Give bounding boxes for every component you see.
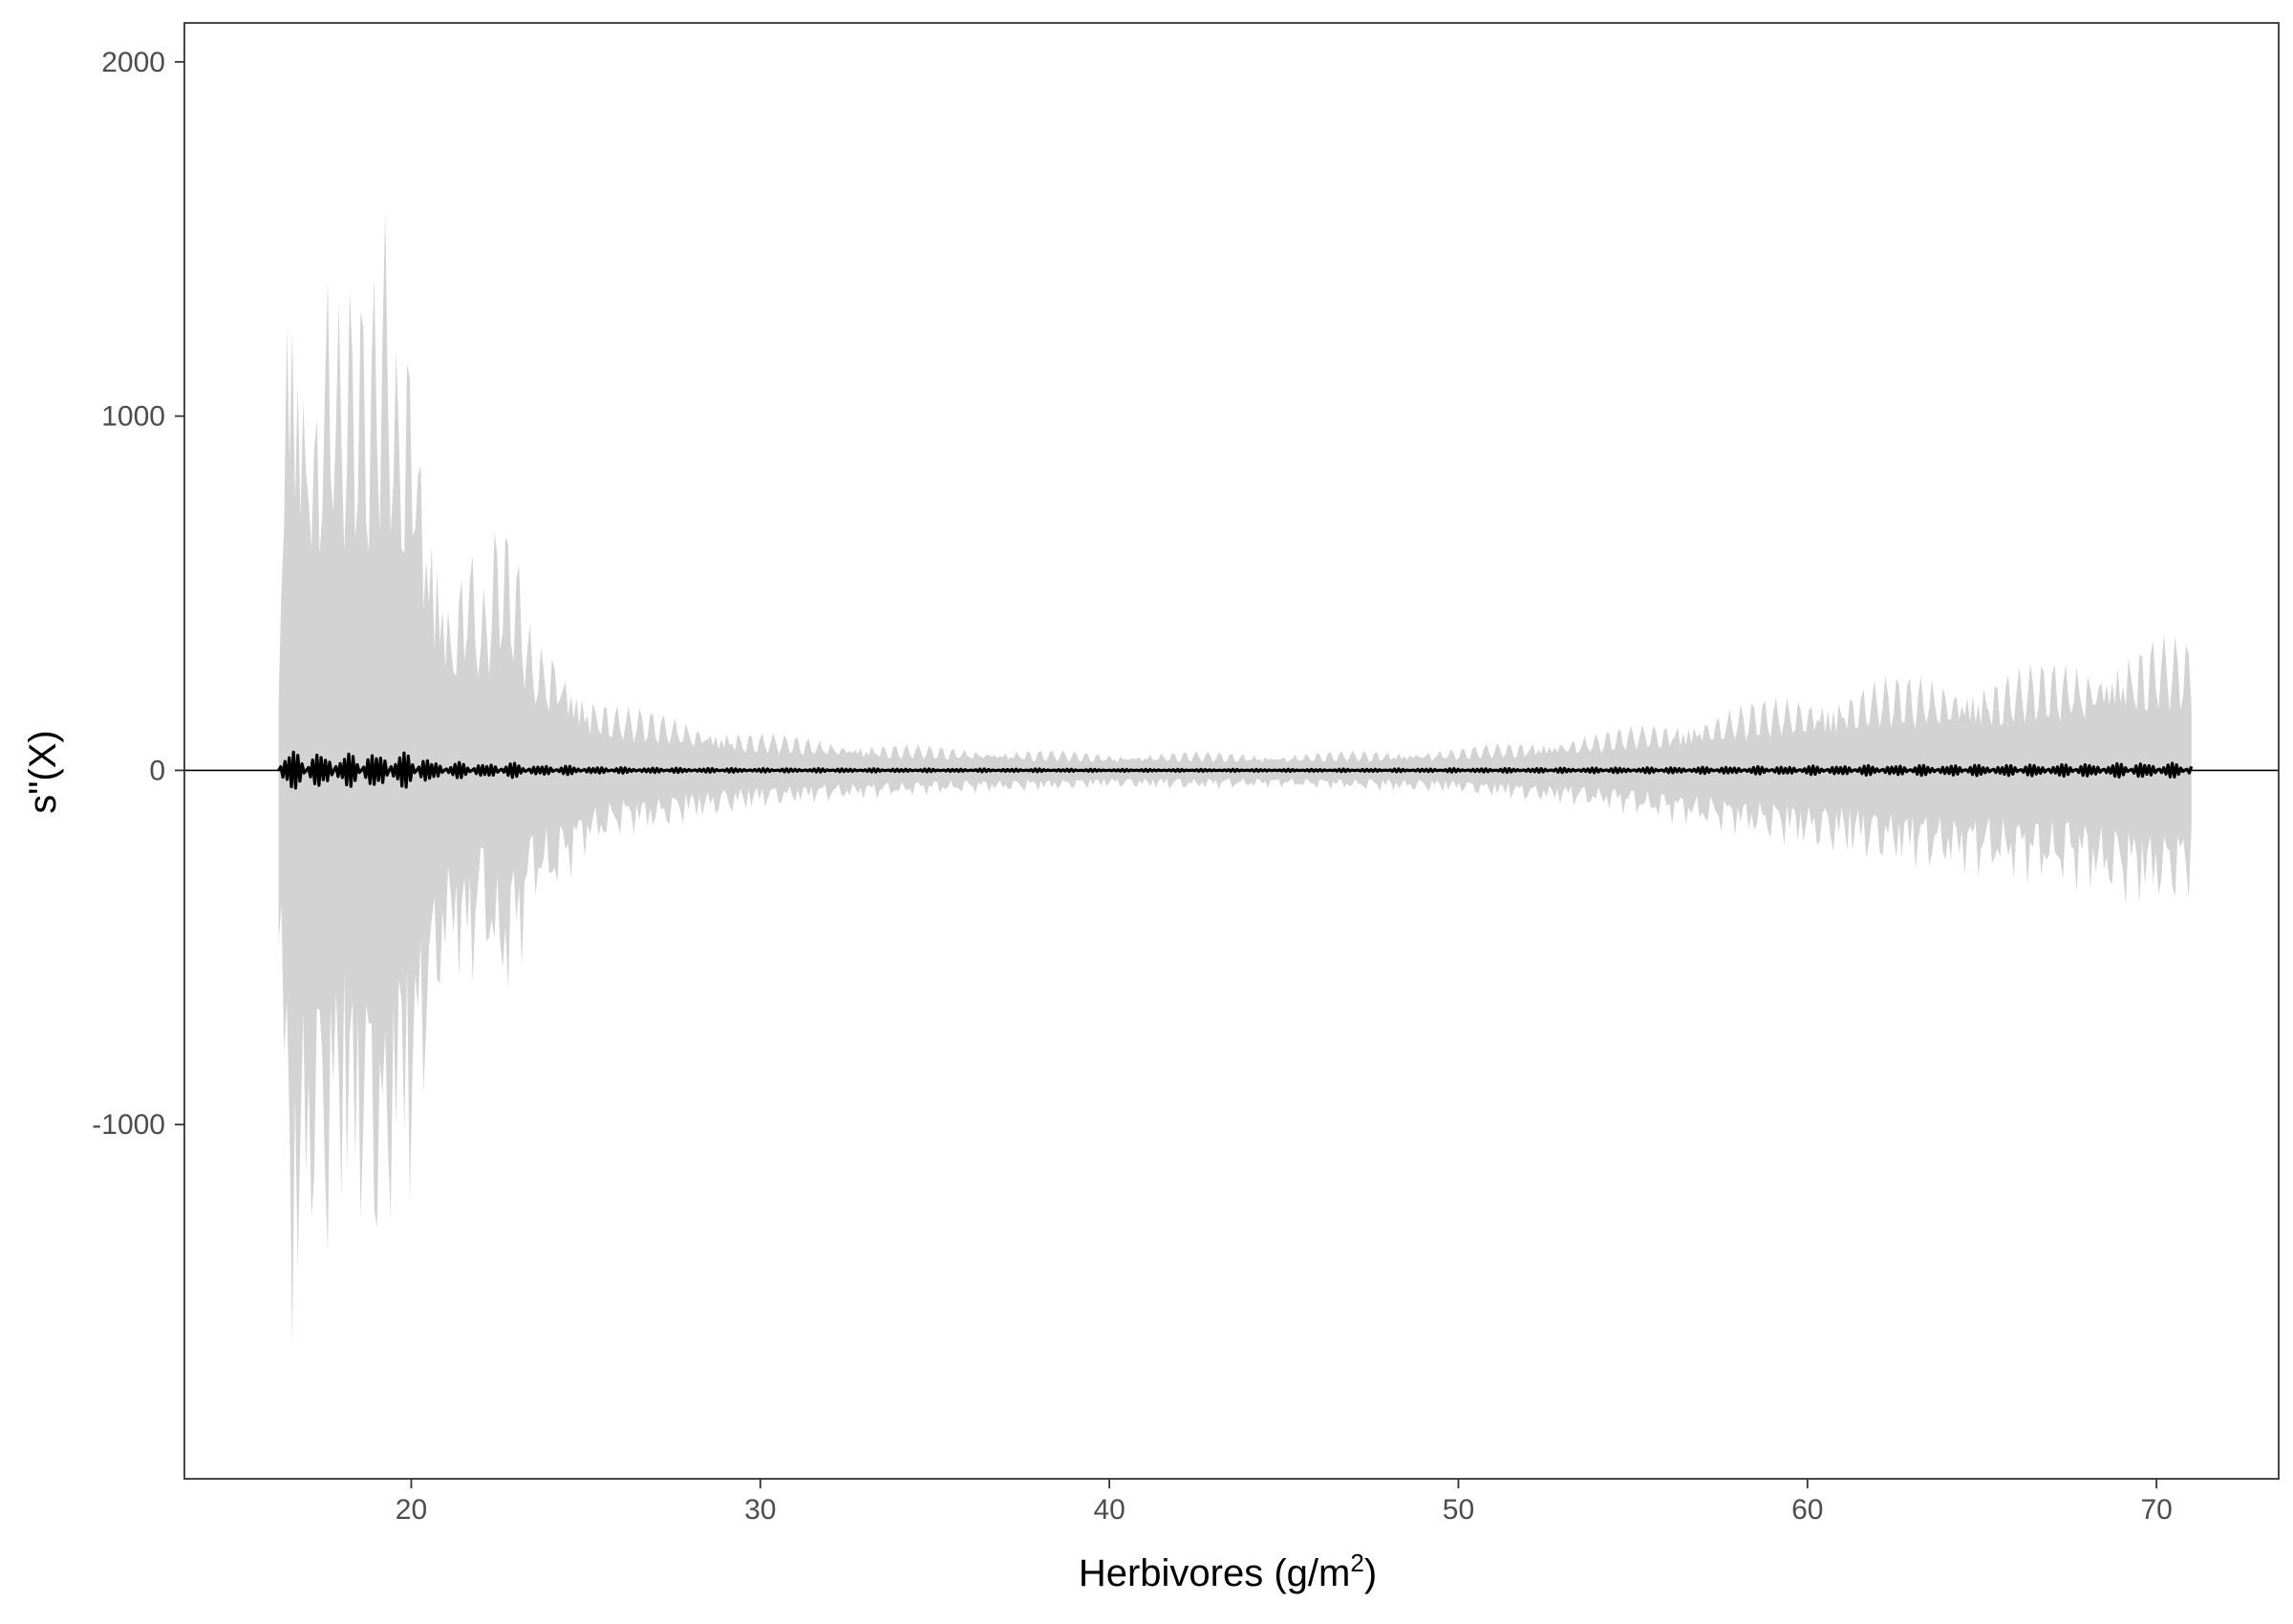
confidence-band (278, 211, 2192, 1346)
x-axis-title-text: Herbivores (g/m (1079, 1552, 1351, 1594)
y-tick-label: 2000 (101, 47, 165, 78)
estimate-line (277, 750, 2194, 790)
x-tick-label: 60 (1791, 1494, 1823, 1526)
y-axis-title: s"(X) (22, 730, 64, 814)
x-axis-title-suffix: ) (1364, 1552, 1377, 1594)
x-axis-title-superscript: 2 (1350, 1549, 1363, 1577)
y-tick-label: 0 (149, 755, 165, 786)
y-tick-label: 1000 (101, 401, 165, 433)
x-tick-label: 50 (1443, 1494, 1474, 1526)
panel-border (183, 22, 2280, 1480)
axes: 20 30 40 50 60 70 -1000 0 1000 2000 (92, 22, 2280, 1526)
x-tick-label: 70 (2140, 1494, 2172, 1526)
y-tick-label: -1000 (92, 1109, 165, 1141)
x-tick-label: 40 (1093, 1494, 1125, 1526)
x-axis-title: Herbivores (g/m2) (1079, 1549, 1377, 1594)
plot-panel (184, 211, 2279, 1346)
x-tick-label: 30 (744, 1494, 776, 1526)
x-tick-label: 20 (396, 1494, 427, 1526)
